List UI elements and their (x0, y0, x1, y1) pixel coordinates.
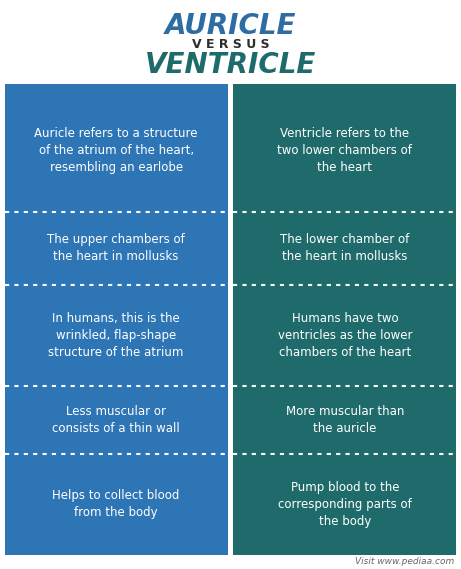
Text: Humans have two
ventricles as the lower
chambers of the heart: Humans have two ventricles as the lower … (278, 312, 412, 359)
FancyBboxPatch shape (5, 88, 228, 212)
FancyBboxPatch shape (233, 285, 456, 386)
Text: VENTRICLE: VENTRICLE (145, 51, 316, 80)
FancyBboxPatch shape (233, 84, 456, 88)
Text: Ventricle refers to the
two lower chambers of
the heart: Ventricle refers to the two lower chambe… (278, 126, 412, 174)
Text: In humans, this is the
wrinkled, flap-shape
structure of the atrium: In humans, this is the wrinkled, flap-sh… (48, 312, 184, 359)
Text: Auricle refers to a structure
of the atrium of the heart,
resembling an earlobe: Auricle refers to a structure of the atr… (35, 126, 198, 174)
FancyBboxPatch shape (5, 84, 228, 88)
FancyBboxPatch shape (5, 453, 228, 555)
FancyBboxPatch shape (233, 386, 456, 453)
FancyBboxPatch shape (5, 386, 228, 453)
Text: Less muscular or
consists of a thin wall: Less muscular or consists of a thin wall (52, 405, 180, 435)
Text: The lower chamber of
the heart in mollusks: The lower chamber of the heart in mollus… (280, 233, 409, 263)
Text: Helps to collect blood
from the body: Helps to collect blood from the body (53, 489, 180, 519)
FancyBboxPatch shape (5, 212, 228, 285)
Text: Pump blood to the
corresponding parts of
the body: Pump blood to the corresponding parts of… (278, 481, 412, 527)
FancyBboxPatch shape (233, 88, 456, 212)
FancyBboxPatch shape (233, 212, 456, 285)
Text: V E R S U S: V E R S U S (192, 38, 269, 51)
Text: AURICLE: AURICLE (165, 11, 296, 40)
Text: More muscular than
the auricle: More muscular than the auricle (286, 405, 404, 435)
Text: The upper chambers of
the heart in mollusks: The upper chambers of the heart in mollu… (47, 233, 185, 263)
Text: Visit www.pediaa.com: Visit www.pediaa.com (355, 557, 454, 566)
FancyBboxPatch shape (233, 453, 456, 555)
FancyBboxPatch shape (5, 285, 228, 386)
